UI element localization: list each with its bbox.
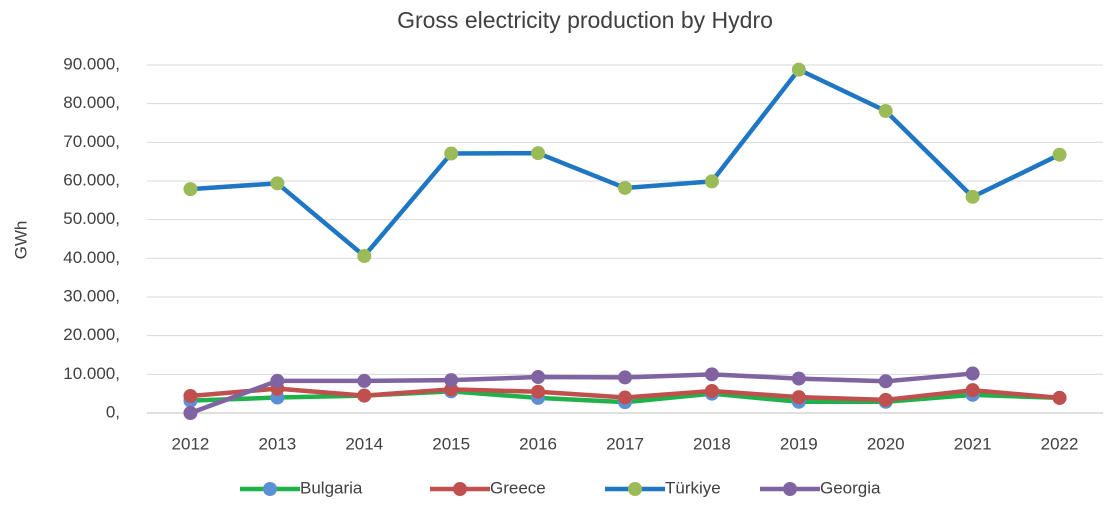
x-tick-label: 2017 [606, 434, 644, 453]
marker [618, 370, 632, 385]
marker [531, 384, 546, 399]
legend-marker [628, 482, 642, 496]
marker [965, 383, 980, 398]
x-tick-label: 2012 [172, 434, 210, 453]
x-tick-label: 2021 [954, 434, 992, 453]
marker [791, 62, 806, 77]
legend-marker [783, 482, 797, 496]
marker [878, 104, 893, 119]
marker [444, 146, 459, 161]
x-tick-label: 2016 [519, 434, 557, 453]
x-tick-label: 2015 [432, 434, 470, 453]
y-tick-label: 50.000, [63, 209, 120, 228]
x-tick-label: 2018 [693, 434, 731, 453]
marker [531, 370, 546, 385]
marker [704, 174, 719, 189]
legend-marker [263, 482, 277, 496]
y-tick-label: 80.000, [63, 93, 120, 112]
marker [183, 388, 198, 403]
marker [791, 371, 806, 386]
series-line [189, 371, 973, 416]
marker [1052, 147, 1067, 162]
marker [357, 249, 372, 264]
marker [618, 390, 632, 405]
y-tick-label: 20.000, [63, 325, 120, 344]
marker [444, 373, 459, 388]
legend-label: Türkiye [665, 478, 721, 497]
legend-label: Georgia [820, 478, 881, 497]
marker [183, 182, 198, 197]
y-tick-label: 0, [106, 402, 120, 421]
y-tick-label: 60.000, [63, 170, 120, 189]
y-tick-label: 90.000, [63, 54, 120, 73]
marker [878, 374, 893, 389]
x-tick-label: 2022 [1041, 434, 1079, 453]
marker [618, 180, 632, 195]
legend-marker [453, 482, 467, 496]
x-tick-label: 2014 [345, 434, 383, 453]
chart-title: Gross electricity production by Hydro [397, 7, 773, 33]
y-tick-label: 10.000, [63, 364, 120, 383]
marker [704, 383, 719, 398]
y-tick-label: 40.000, [63, 248, 120, 267]
x-tick-label: 2020 [867, 434, 905, 453]
marker [965, 189, 980, 204]
marker [183, 406, 198, 420]
x-tick-label: 2019 [780, 434, 818, 453]
marker [1052, 390, 1067, 405]
marker [704, 367, 719, 382]
y-tick-label: 30.000, [63, 286, 120, 305]
legend-label: Bulgaria [300, 478, 363, 497]
x-tick-label: 2013 [258, 434, 296, 453]
marker [791, 390, 806, 405]
marker [878, 392, 893, 407]
marker [270, 176, 285, 191]
y-tick-label: 70.000, [63, 132, 120, 151]
marker [270, 373, 285, 388]
marker [531, 146, 546, 161]
marker [357, 388, 372, 403]
y-axis-label: GWh [11, 221, 30, 260]
series-line [190, 67, 1061, 259]
marker [965, 366, 980, 381]
marker [357, 373, 372, 388]
legend-label: Greece [490, 478, 546, 497]
